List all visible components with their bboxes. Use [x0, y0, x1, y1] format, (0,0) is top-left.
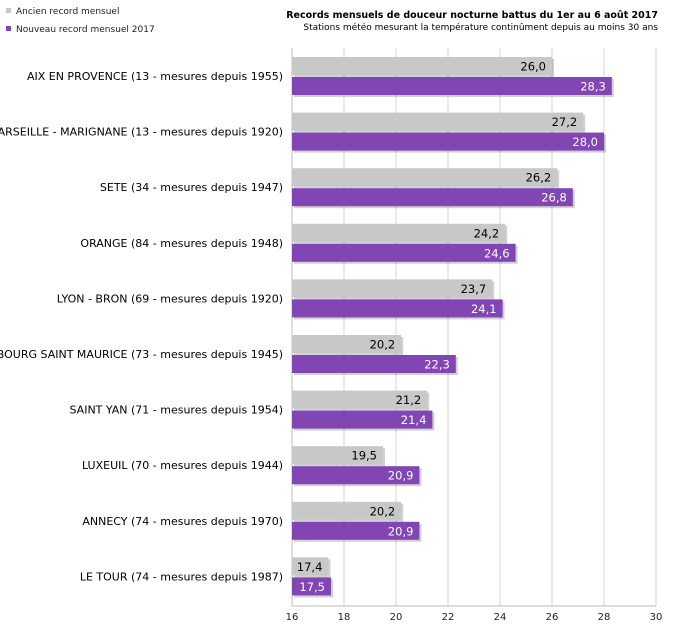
data-label-old: 24,2 — [474, 226, 500, 240]
bar-old-record — [292, 335, 402, 353]
bar-old-record — [292, 112, 584, 131]
data-label-new: 20,9 — [388, 524, 414, 538]
category-label: LYON - BRON (69 - mesures depuis 1920) — [57, 292, 283, 305]
bar-old-record — [292, 501, 402, 520]
x-tick-label: 22 — [442, 612, 455, 623]
bar-new-record — [292, 466, 420, 485]
category-label: ANNECY (74 - mesures depuis 1970) — [82, 515, 283, 528]
data-label-new: 28,3 — [580, 80, 606, 94]
legend-swatch — [6, 8, 11, 13]
bar-new-record — [292, 355, 456, 373]
data-label-new: 21,4 — [401, 413, 427, 427]
x-tick-label: 16 — [286, 612, 299, 623]
bar-old-record — [292, 223, 506, 242]
x-tick-label: 30 — [650, 612, 663, 623]
legend-swatch — [6, 26, 11, 31]
legend-label: Nouveau record mensuel 2017 — [16, 25, 155, 35]
x-tick-label: 20 — [390, 612, 403, 623]
x-tick-label: 28 — [598, 612, 611, 623]
data-label-old: 17,4 — [297, 560, 323, 574]
bar-new-record — [292, 188, 573, 207]
category-label: LUXEUIL (70 - mesures depuis 1944) — [82, 459, 283, 472]
category-label: SAINT YAN (71 - mesures depuis 1954) — [69, 404, 283, 417]
bar-old-record — [292, 168, 558, 187]
category-label: MARSEILLE - MARIGNANE (13 - mesures depu… — [0, 126, 283, 139]
bar-new-record — [292, 410, 433, 429]
bar-new-record — [292, 132, 604, 151]
bar-new-record — [292, 77, 612, 95]
data-label-new: 26,8 — [541, 191, 567, 205]
data-label-old: 27,2 — [552, 115, 578, 129]
data-label-old: 20,2 — [370, 504, 396, 518]
chart-title: Records mensuels de douceur nocturne bat… — [286, 10, 658, 21]
bar-new-record — [292, 521, 420, 540]
chart-subtitle: Stations météo mesurant la température c… — [303, 22, 658, 33]
x-tick-label: 24 — [494, 612, 507, 623]
bar-old-record — [292, 390, 428, 409]
bar-new-record — [292, 299, 503, 318]
bar-old-record — [292, 446, 383, 465]
data-label-new: 17,5 — [299, 580, 325, 594]
data-label-old: 23,7 — [461, 282, 487, 296]
legend-label: Ancien record mensuel — [16, 7, 119, 17]
data-label-old: 20,2 — [370, 338, 396, 352]
bar-old-record — [292, 57, 552, 75]
bar-old-record — [292, 557, 329, 576]
bar-new-record — [292, 243, 516, 262]
data-label-old: 19,5 — [351, 449, 377, 463]
category-label: ORANGE (84 - mesures depuis 1948) — [80, 237, 283, 250]
bar-new-record — [292, 577, 331, 596]
category-label: LE TOUR (74 - mesures depuis 1987) — [80, 570, 283, 583]
bar-old-record — [292, 279, 493, 298]
category-label: SETE (34 - mesures depuis 1947) — [100, 181, 283, 194]
x-tick-label: 26 — [546, 612, 559, 623]
data-label-new: 24,6 — [484, 246, 510, 260]
category-label: BOURG SAINT MAURICE (73 - mesures depuis… — [0, 348, 283, 361]
data-label-new: 20,9 — [388, 469, 414, 483]
category-label: AIX EN PROVENCE (13 - mesures depuis 195… — [27, 70, 283, 83]
data-label-old: 26,0 — [520, 60, 546, 74]
data-label-new: 22,3 — [424, 358, 450, 372]
x-tick-label: 18 — [338, 612, 351, 623]
data-label-old: 21,2 — [396, 393, 422, 407]
data-label-new: 28,0 — [572, 135, 598, 149]
data-label-old: 26,2 — [526, 171, 552, 185]
data-label-new: 24,1 — [471, 302, 497, 316]
